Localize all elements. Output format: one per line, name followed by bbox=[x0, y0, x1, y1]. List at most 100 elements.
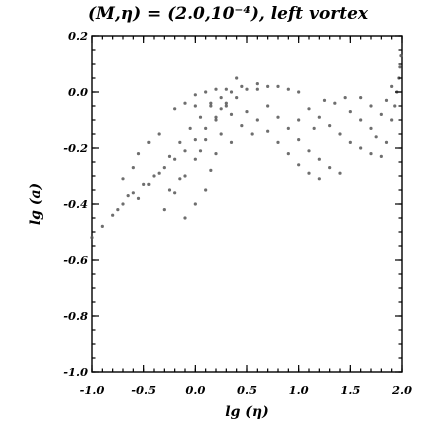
data-point bbox=[209, 104, 213, 108]
y-tick-label: -1.0 bbox=[63, 365, 88, 379]
y-tick-label: -0.2 bbox=[63, 141, 88, 155]
data-point bbox=[286, 152, 290, 156]
data-point bbox=[136, 152, 141, 156]
data-point bbox=[338, 171, 342, 175]
data-point bbox=[188, 126, 192, 130]
data-point bbox=[131, 191, 135, 195]
data-point bbox=[322, 98, 327, 102]
data-point bbox=[240, 124, 244, 128]
data-point bbox=[209, 168, 213, 172]
data-point bbox=[193, 138, 197, 142]
data-point bbox=[348, 110, 352, 114]
data-point bbox=[162, 208, 166, 212]
data-point bbox=[374, 135, 378, 139]
data-point bbox=[204, 90, 208, 94]
data-point bbox=[235, 76, 239, 80]
data-point bbox=[111, 213, 115, 217]
data-point bbox=[245, 110, 249, 114]
data-point bbox=[379, 112, 383, 116]
data-point bbox=[100, 224, 104, 228]
data-point bbox=[297, 163, 301, 167]
data-point bbox=[333, 101, 337, 105]
data-points bbox=[90, 54, 403, 240]
data-point bbox=[152, 174, 156, 178]
data-point bbox=[224, 104, 228, 108]
data-point bbox=[384, 140, 389, 144]
data-point bbox=[173, 157, 177, 161]
x-tick-label: 2.0 bbox=[391, 383, 412, 397]
data-point bbox=[398, 65, 402, 69]
data-point bbox=[214, 87, 218, 91]
chart-title: (M,η) = (2.0,10⁻⁴), left vortex bbox=[88, 4, 369, 24]
data-point bbox=[369, 104, 373, 108]
y-tick-label: -0.6 bbox=[63, 253, 88, 267]
data-point bbox=[209, 101, 213, 105]
x-tick-label: 1.5 bbox=[340, 383, 360, 397]
data-point bbox=[204, 188, 208, 192]
data-point bbox=[229, 112, 234, 116]
data-point bbox=[307, 107, 311, 111]
data-point bbox=[126, 194, 130, 198]
data-point bbox=[167, 188, 172, 192]
data-point bbox=[157, 132, 161, 136]
data-point bbox=[204, 138, 208, 142]
data-point bbox=[255, 87, 259, 91]
data-point bbox=[317, 177, 321, 181]
data-point bbox=[214, 115, 218, 119]
data-point bbox=[245, 87, 249, 91]
x-tick-label: -1.0 bbox=[80, 383, 105, 397]
y-tick-label: 0.0 bbox=[68, 85, 88, 99]
data-point bbox=[286, 126, 290, 130]
data-point bbox=[204, 126, 208, 130]
data-point bbox=[266, 84, 270, 88]
y-tick-label: 0.2 bbox=[68, 29, 88, 43]
data-point bbox=[343, 96, 347, 100]
data-point bbox=[131, 166, 135, 170]
data-point bbox=[167, 154, 172, 158]
data-point bbox=[255, 82, 259, 86]
data-point bbox=[276, 84, 280, 88]
data-point bbox=[116, 208, 120, 212]
data-point bbox=[393, 104, 397, 108]
axis-ticks bbox=[91, 35, 403, 373]
x-tick-label: 1.0 bbox=[289, 383, 309, 397]
data-point bbox=[250, 132, 254, 136]
data-point bbox=[219, 96, 223, 100]
data-point bbox=[214, 152, 218, 156]
data-point bbox=[229, 140, 234, 144]
data-point bbox=[390, 118, 394, 122]
data-point bbox=[328, 124, 332, 128]
data-point bbox=[390, 84, 394, 88]
x-tick-label: 0.0 bbox=[185, 383, 205, 397]
data-point bbox=[224, 87, 228, 91]
data-point bbox=[178, 177, 182, 181]
data-point bbox=[348, 140, 352, 144]
data-point bbox=[297, 90, 301, 94]
data-point bbox=[369, 152, 373, 156]
tick-labels: -1.0 -0.5 0.0 0.5 1.0 1.5 2.0 -1.0 -0.8 -0.6 -0.4 -… bbox=[63, 29, 412, 397]
data-point bbox=[121, 177, 125, 181]
data-point bbox=[219, 132, 223, 136]
data-point bbox=[173, 107, 177, 111]
data-point bbox=[317, 157, 321, 161]
data-point bbox=[142, 182, 146, 186]
data-point bbox=[193, 93, 197, 97]
data-point bbox=[307, 171, 311, 175]
data-point bbox=[147, 140, 151, 144]
data-point bbox=[157, 171, 161, 175]
data-point bbox=[297, 138, 301, 142]
data-point bbox=[173, 191, 177, 195]
data-point bbox=[235, 96, 239, 100]
data-point bbox=[219, 107, 223, 111]
data-point bbox=[136, 196, 141, 200]
data-point bbox=[183, 216, 187, 220]
data-point bbox=[359, 118, 363, 122]
data-point bbox=[178, 140, 182, 144]
data-point bbox=[121, 202, 125, 206]
data-point bbox=[240, 84, 244, 88]
y-tick-label: -0.4 bbox=[63, 197, 88, 211]
data-point bbox=[276, 115, 280, 119]
data-point bbox=[307, 149, 311, 153]
data-point bbox=[183, 149, 187, 153]
